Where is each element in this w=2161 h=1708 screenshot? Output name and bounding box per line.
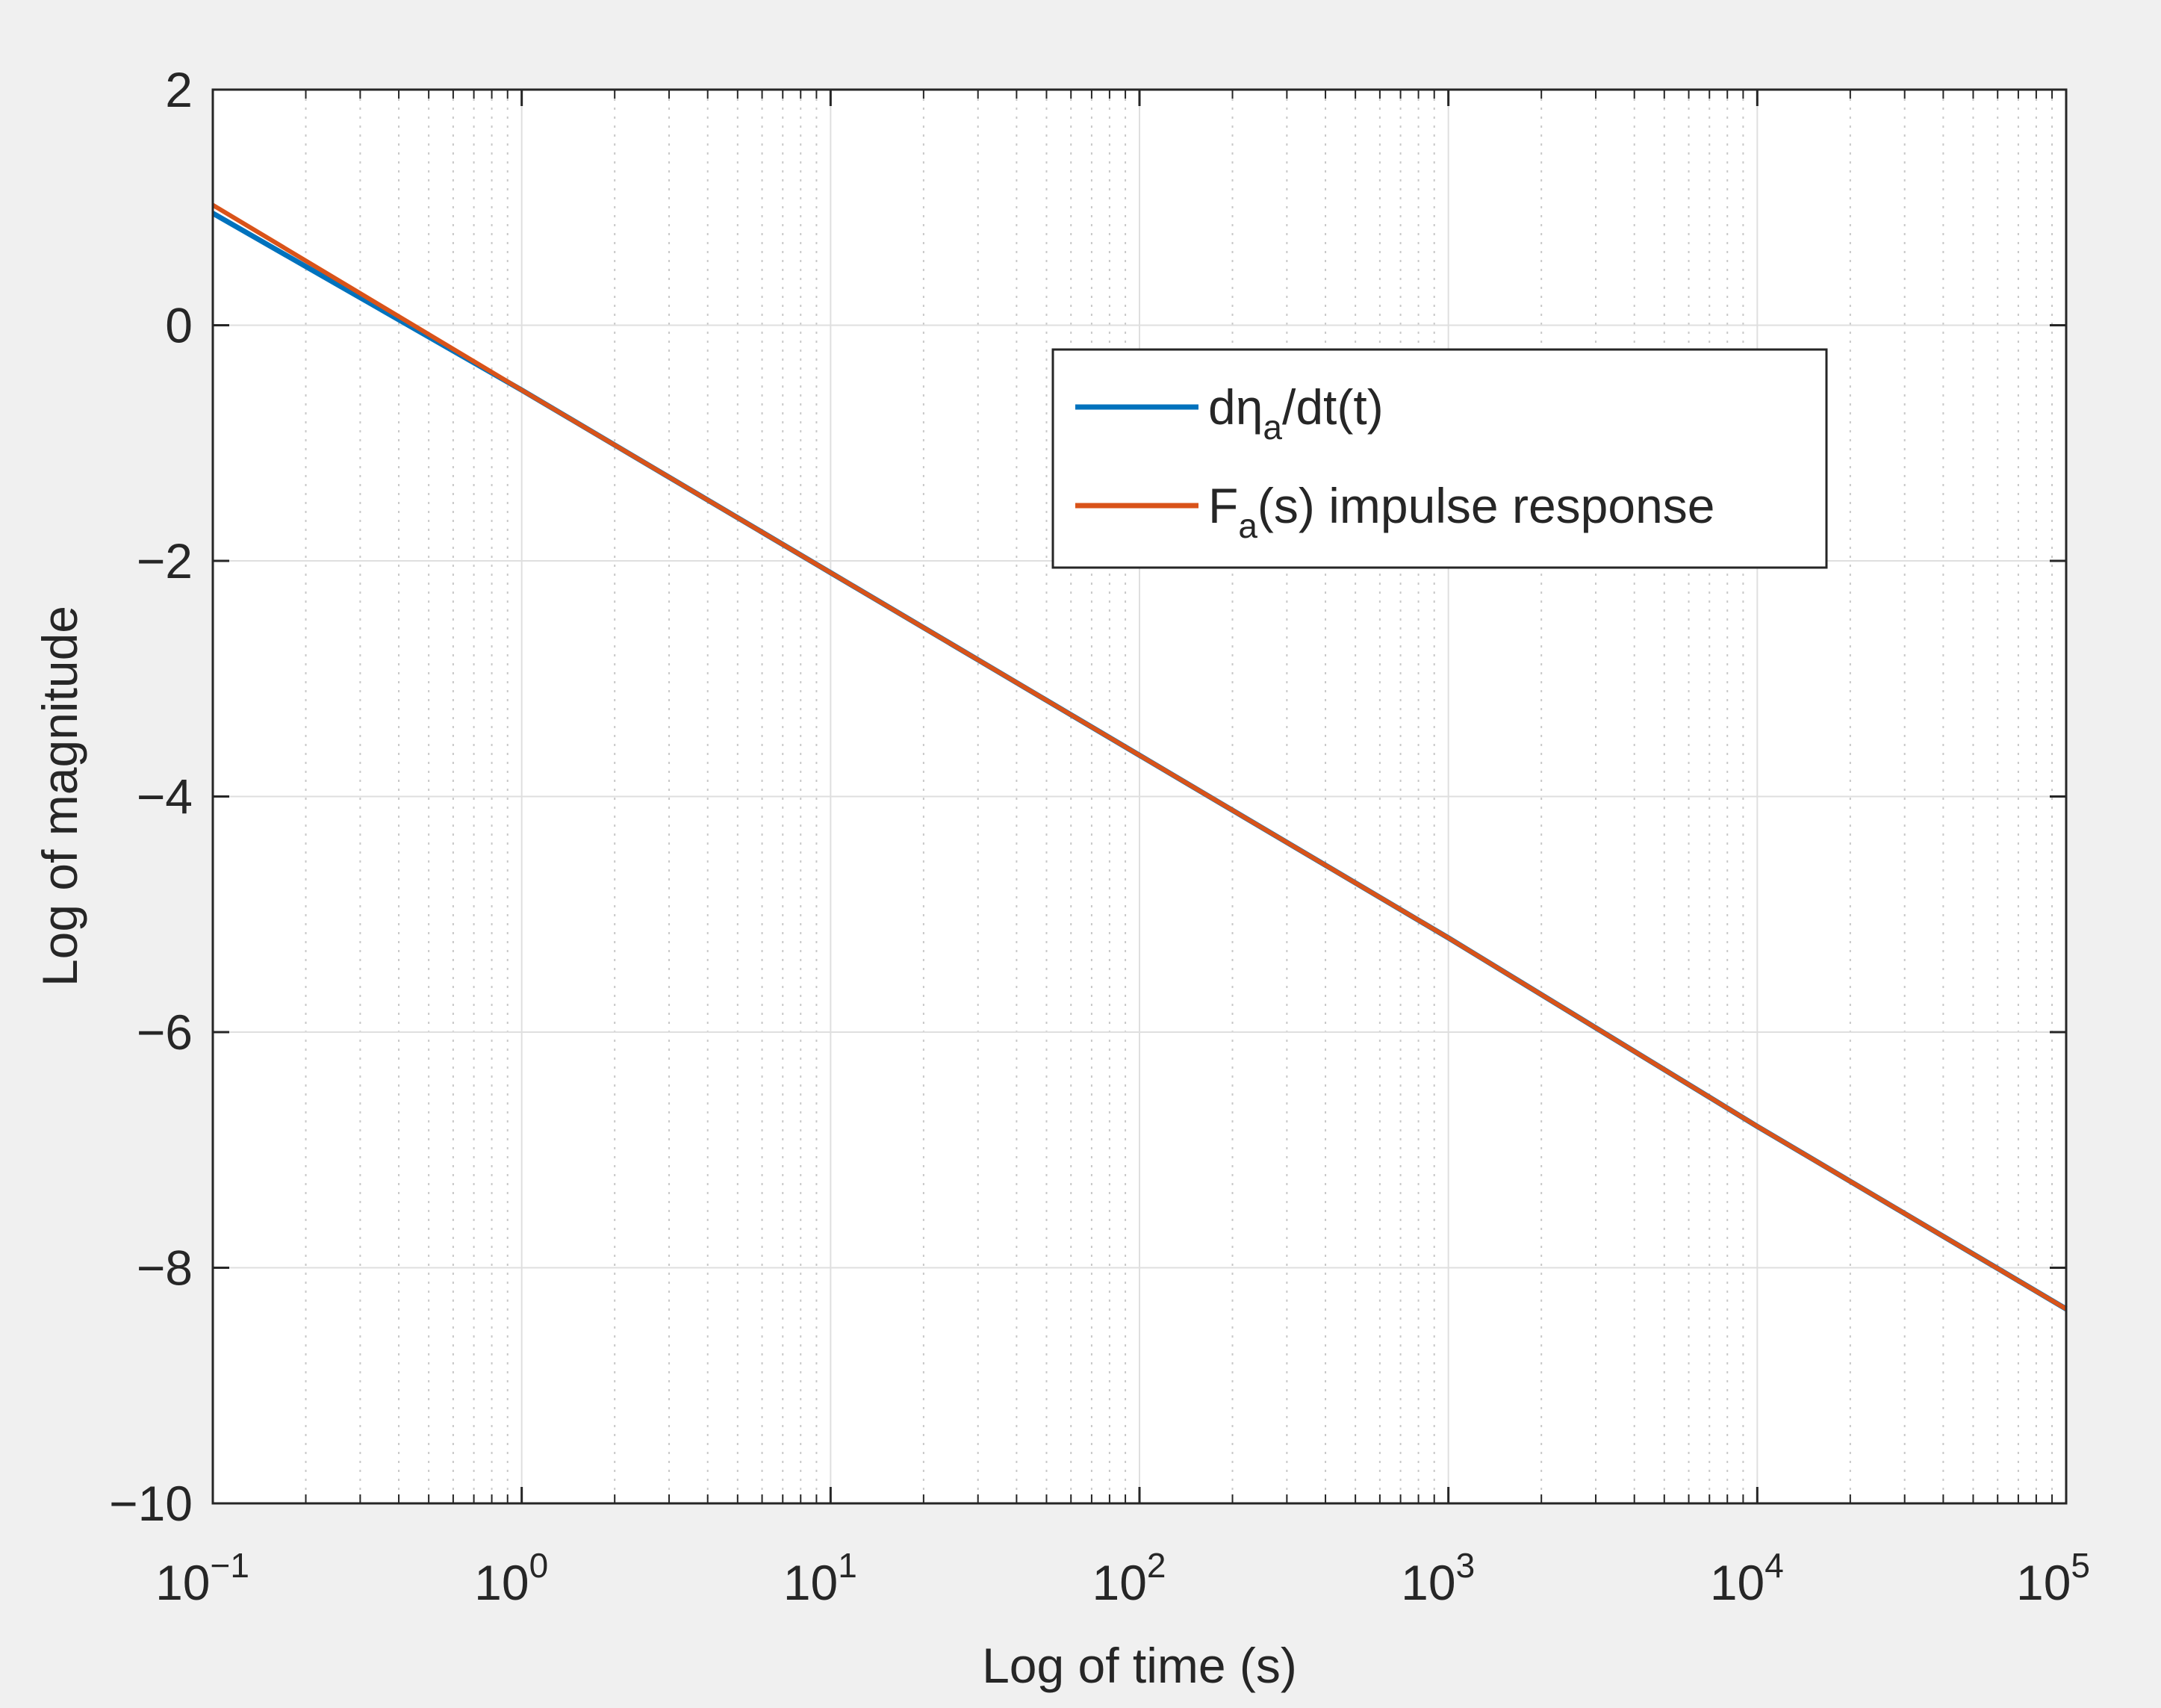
series-line-2	[211, 203, 2068, 1311]
x-tick-label-base: 10	[1092, 1555, 1146, 1610]
x-tick-label: 101	[783, 1546, 857, 1610]
x-tick-labels: 10−1 100 101 102 103 104 105	[155, 1546, 2090, 1610]
x-tick-label-exponent: −1	[210, 1546, 249, 1585]
x-tick-label-base: 10	[1710, 1555, 1764, 1610]
x-tick-label-exponent: 1	[838, 1546, 857, 1585]
x-tick-label: 105	[2016, 1546, 2090, 1610]
y-tick-label: 0	[165, 298, 193, 353]
y-axis-label: Log of magnitude	[32, 606, 87, 987]
x-tick-label-base: 10	[2016, 1555, 2071, 1610]
x-tick-label-exponent: 5	[2071, 1546, 2090, 1585]
y-tick-label: −4	[137, 769, 193, 825]
x-tick-label-exponent: 3	[1456, 1546, 1476, 1585]
axes-box	[211, 88, 2068, 1505]
legend-label-series-1: dηa/dt(t)	[1208, 379, 1384, 447]
legend-box	[1051, 348, 1828, 569]
x-tick-label: 104	[1710, 1546, 1784, 1610]
legend: dηa/dt(t) Fa(s) impulse response	[1051, 348, 1828, 569]
x-tick-label: 103	[1401, 1546, 1475, 1610]
y-tick-label: −6	[137, 1004, 193, 1060]
x-tick-label-exponent: 4	[1764, 1546, 1784, 1585]
series-layer	[211, 203, 2068, 1311]
x-tick-label-base: 10	[474, 1555, 529, 1610]
x-tick-label-base: 10	[155, 1555, 210, 1610]
x-tick-label: 10−1	[155, 1546, 249, 1610]
y-tick-label: 2	[165, 62, 193, 117]
x-axis-label: Log of time (s)	[982, 1638, 1297, 1693]
x-tick-label: 102	[1092, 1546, 1166, 1610]
y-tick-label: −2	[137, 533, 193, 589]
x-tick-label-exponent: 2	[1147, 1546, 1166, 1585]
x-tick-label: 100	[474, 1546, 548, 1610]
x-tick-label-exponent: 0	[529, 1546, 549, 1585]
legend-label-series-2: Fa(s) impulse response	[1208, 478, 1714, 545]
y-tick-label: −10	[109, 1476, 193, 1531]
y-tick-labels: 2 0 −2 −4 −6 −8 −10	[109, 62, 193, 1531]
x-tick-label-base: 10	[1401, 1555, 1455, 1610]
y-tick-label: −8	[137, 1240, 193, 1296]
x-tick-label-base: 10	[783, 1555, 838, 1610]
